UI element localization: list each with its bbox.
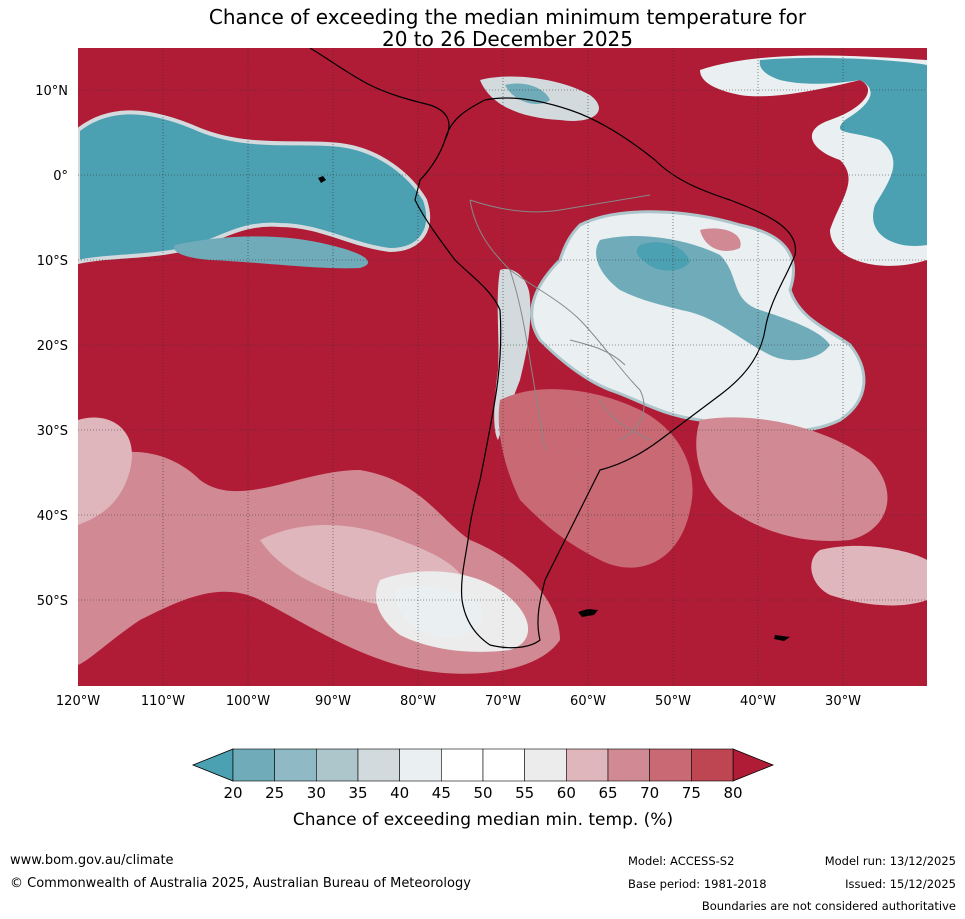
lat-label-30s: 30°S <box>37 424 68 439</box>
country-borders <box>469 194 651 451</box>
galapagos-islands <box>318 176 326 183</box>
model-name: Model: ACCESS-S2 <box>628 854 735 868</box>
lat-label-10s: 10°S <box>37 254 68 269</box>
lon-label-50w: 50°W <box>655 694 691 709</box>
colorbar-tick-45: 45 <box>432 784 451 802</box>
map-title-line2: 20 to 26 December 2025 <box>381 27 633 51</box>
colorbar-bin-70-75 <box>649 748 692 782</box>
east-atlantic-pink-strip <box>811 545 927 606</box>
colorbar-bin-30-35 <box>316 748 359 782</box>
colorbar-bin-40-45 <box>399 748 442 782</box>
lat-label-40s: 40°S <box>37 509 68 524</box>
colorbar-tick-40: 40 <box>390 784 409 802</box>
colorbar-tick-70: 70 <box>640 784 659 802</box>
boundaries-disclaimer: Boundaries are not considered authoritat… <box>701 899 956 913</box>
lon-label-60w: 60°W <box>570 694 606 709</box>
colorbar-tick-65: 65 <box>598 784 617 802</box>
south-georgia-island <box>774 635 790 641</box>
lon-label-30w: 30°W <box>825 694 861 709</box>
colorbar-tick-20: 20 <box>223 784 242 802</box>
south-pacific-lightpink-area <box>78 417 470 612</box>
east-atlantic-pink-area <box>696 417 888 541</box>
colorbar-tick-55: 55 <box>515 784 534 802</box>
lon-label-80w: 80°W <box>400 694 436 709</box>
colorbar-bin-65-70 <box>607 748 650 782</box>
base-period: Base period: 1981-2018 <box>628 877 767 891</box>
colorbar-bin-45-50 <box>441 748 484 782</box>
lon-label-70w: 70°W <box>485 694 521 709</box>
colorbar-bin-35-40 <box>357 748 400 782</box>
colorbar-tick-30: 30 <box>307 784 326 802</box>
central-america-coastline <box>309 48 450 141</box>
south-america-coastline <box>414 97 797 649</box>
colorbar: 20 25 30 35 40 45 50 55 60 65 70 75 80 C… <box>191 748 775 830</box>
model-run-date: Model run: 13/12/2025 <box>824 854 956 868</box>
brazil-pink-patch <box>700 228 741 251</box>
colorbar-tick-50: 50 <box>473 784 492 802</box>
colorbar-tick-35: 35 <box>348 784 367 802</box>
brazil-dark-teal-spot <box>636 242 690 271</box>
issued-date: Issued: 15/12/2025 <box>845 877 956 891</box>
lon-label-110w: 110°W <box>141 694 185 709</box>
caribbean-teal-spot <box>505 83 550 104</box>
colorbar-title: Chance of exceeding median min. temp. (%… <box>293 810 673 830</box>
colorbar-tick-60: 60 <box>557 784 576 802</box>
longitude-labels: 120°W 110°W 100°W 90°W 80°W 70°W 60°W 50… <box>56 694 861 709</box>
graticule <box>78 48 927 686</box>
colorbar-tick-25: 25 <box>265 784 284 802</box>
lon-label-100w: 100°W <box>226 694 270 709</box>
atlantic-north-teal <box>759 57 927 246</box>
lat-label-0: 0° <box>53 169 68 184</box>
lon-label-40w: 40°W <box>740 694 776 709</box>
copyright-notice: © Commonwealth of Australia 2025, Austra… <box>10 876 471 891</box>
colorbar-bin-75-80 <box>691 748 734 782</box>
lat-label-20s: 20°S <box>37 339 68 354</box>
lat-label-50s: 50°S <box>37 594 68 609</box>
lon-label-120w: 120°W <box>56 694 100 709</box>
probability-field <box>78 48 927 686</box>
colorbar-bin-25-30 <box>274 748 317 782</box>
bom-website-link[interactable]: www.bom.gov.au/climate <box>10 853 174 868</box>
colorbar-bin-60-65 <box>566 748 609 782</box>
pacific-teal-strip <box>174 236 369 269</box>
lat-label-10n: 10°N <box>35 84 68 99</box>
latitude-labels: 10°N 0° 10°S 20°S 30°S 40°S 50°S <box>35 84 68 609</box>
colorbar-bin-20-25 <box>232 748 275 782</box>
colorbar-low-arrow <box>191 748 234 782</box>
colorbar-tick-80: 80 <box>723 784 742 802</box>
colorbar-tick-75: 75 <box>682 784 701 802</box>
colorbar-bin-50-55 <box>482 748 525 782</box>
patagonia-white-area <box>395 585 483 639</box>
lon-label-90w: 90°W <box>315 694 351 709</box>
map-title-line1: Chance of exceeding the median minimum t… <box>208 5 807 29</box>
colorbar-bin-55-60 <box>524 748 567 782</box>
colorbar-high-arrow <box>732 748 775 782</box>
